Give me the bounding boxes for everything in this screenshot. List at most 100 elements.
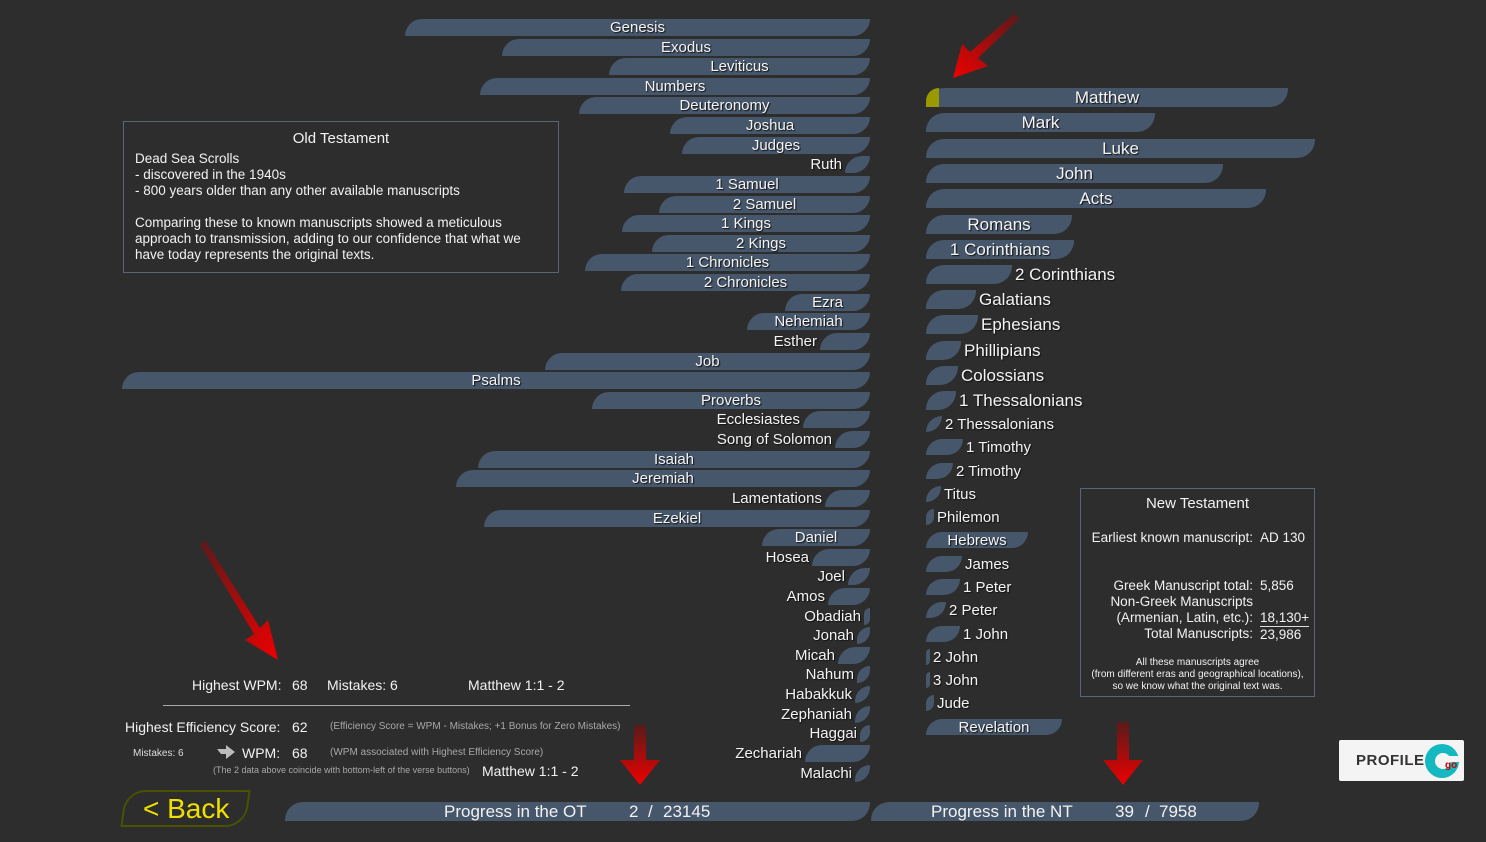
ot-book-label[interactable]: Job (695, 352, 720, 370)
profile-button[interactable]: PROFILE go (1339, 740, 1464, 781)
nt-book-button[interactable] (926, 463, 953, 479)
ot-book-button[interactable] (855, 686, 870, 704)
nt-book-label[interactable]: Phillipians (964, 341, 1041, 360)
ot-book-button[interactable] (857, 666, 870, 684)
ot-book-button[interactable] (857, 627, 870, 645)
nt-book-button[interactable] (926, 315, 978, 334)
ot-book-button[interactable] (762, 529, 870, 547)
ot-book-label[interactable]: Joel (817, 568, 845, 586)
ot-book-label[interactable]: Song of Solomon (716, 431, 832, 449)
ot-book-button[interactable] (456, 470, 870, 488)
nt-book-button[interactable] (926, 113, 1155, 132)
nt-book-button[interactable] (926, 416, 942, 432)
ot-book-label[interactable]: Numbers (644, 77, 706, 95)
ot-book-label[interactable]: Genesis (609, 19, 666, 36)
ot-book-label[interactable]: Micah (794, 646, 835, 664)
nt-book-button[interactable] (926, 391, 956, 410)
nt-book-label[interactable]: 1 John (963, 626, 1009, 643)
ot-book-button[interactable] (480, 77, 870, 95)
nt-book-label[interactable]: 1 Corinthians (949, 240, 1051, 259)
ot-book-button[interactable] (609, 58, 870, 76)
ot-book-label[interactable]: Joshua (745, 117, 795, 135)
ot-book-label[interactable]: Leviticus (710, 58, 769, 76)
ot-book-label[interactable]: Obadiah (804, 607, 861, 625)
ot-book-label[interactable]: 1 Chronicles (685, 254, 770, 272)
ot-book-label[interactable]: Jonah (813, 627, 854, 645)
ot-book-button[interactable] (592, 391, 870, 409)
ot-book-button[interactable] (621, 274, 870, 292)
nt-book-label[interactable]: 2 Peter (949, 602, 998, 619)
ot-book-button[interactable] (747, 313, 870, 331)
ot-book-label[interactable]: Psalms (471, 372, 521, 390)
ot-book-label[interactable]: 1 Samuel (715, 175, 779, 193)
nt-book-label[interactable]: Acts (1079, 189, 1113, 208)
nt-book-label[interactable]: Philemon (937, 509, 1000, 526)
nt-book-label[interactable]: Galatians (979, 290, 1051, 309)
ot-book-label[interactable]: Hosea (765, 548, 809, 566)
nt-book-button[interactable] (926, 509, 934, 525)
nt-book-button[interactable] (926, 649, 930, 665)
ot-book-button[interactable] (785, 293, 870, 311)
nt-book-button[interactable] (926, 164, 1223, 183)
nt-book-button[interactable] (926, 215, 1072, 234)
nt-book-label[interactable]: 1 Timothy (966, 439, 1032, 456)
nt-book-button[interactable] (926, 88, 1288, 107)
nt-book-label[interactable]: Hebrews (947, 532, 1007, 549)
back-button-label[interactable]: < Back (143, 793, 230, 824)
nt-book-label[interactable]: 2 John (933, 649, 979, 666)
ot-book-button[interactable] (803, 411, 870, 429)
ot-book-label[interactable]: 2 Samuel (732, 195, 797, 213)
ot-book-button[interactable] (864, 607, 870, 625)
nt-book-label[interactable]: 2 Timothy (956, 463, 1022, 480)
nt-book-label[interactable]: Ephesians (981, 315, 1061, 334)
ot-book-label[interactable]: Zechariah (735, 744, 802, 762)
nt-book-button[interactable] (926, 532, 1028, 548)
nt-book-label[interactable]: 1 Thessalonians (959, 391, 1083, 410)
ot-book-label[interactable]: Proverbs (700, 391, 762, 409)
ot-book-label[interactable]: 2 Chronicles (703, 274, 788, 292)
ot-book-label[interactable]: Haggai (809, 725, 857, 743)
nt-book-label[interactable]: Colossians (961, 366, 1045, 385)
nt-book-button[interactable] (926, 265, 1012, 284)
nt-book-label[interactable]: Luke (1102, 139, 1139, 158)
nt-book-label[interactable]: 3 John (933, 672, 979, 689)
ot-book-label[interactable]: Isaiah (653, 450, 695, 468)
nt-book-button[interactable] (926, 290, 976, 309)
ot-book-button[interactable] (585, 254, 870, 272)
nt-book-label[interactable]: 2 Thessalonians (945, 416, 1054, 433)
ot-book-button[interactable] (855, 764, 870, 782)
nt-book-button[interactable] (926, 626, 960, 642)
ot-book-label[interactable]: Daniel (794, 529, 838, 547)
ot-book-button[interactable] (848, 568, 870, 586)
ot-book-button[interactable] (825, 489, 870, 507)
ot-book-button[interactable] (484, 509, 870, 527)
nt-book-button[interactable] (926, 341, 961, 360)
nt-book-button[interactable] (926, 240, 1074, 259)
nt-book-label[interactable]: Jude (937, 695, 970, 712)
nt-book-button[interactable] (926, 672, 930, 688)
ot-book-button[interactable] (835, 431, 870, 449)
nt-book-label[interactable]: Revelation (958, 719, 1030, 736)
nt-book-button[interactable] (926, 579, 960, 595)
ot-book-button[interactable] (820, 332, 870, 350)
nt-book-label[interactable]: Titus (944, 486, 976, 503)
ot-book-label[interactable]: Ezekiel (652, 509, 702, 527)
ot-book-label[interactable]: Exodus (660, 38, 712, 56)
ot-book-label[interactable]: Nehemiah (774, 313, 843, 331)
ot-book-label[interactable]: Esther (773, 332, 817, 350)
nt-book-button[interactable] (926, 139, 1315, 158)
ot-book-button[interactable] (478, 450, 870, 468)
nt-book-button[interactable] (926, 439, 963, 455)
ot-book-label[interactable]: Nahum (805, 666, 854, 684)
ot-book-button[interactable] (812, 548, 870, 566)
nt-book-label[interactable]: John (1056, 164, 1093, 183)
ot-book-button[interactable] (405, 19, 870, 36)
nt-book-label[interactable]: Mark (1021, 113, 1060, 132)
ot-book-label[interactable]: Ecclesiastes (716, 411, 800, 429)
ot-book-button[interactable] (545, 352, 870, 370)
ot-book-button[interactable] (845, 156, 870, 174)
ot-book-label[interactable]: Amos (786, 587, 825, 605)
nt-book-button[interactable] (926, 602, 946, 618)
ot-book-button[interactable] (855, 705, 870, 723)
nt-book-label[interactable]: 2 Corinthians (1015, 265, 1116, 284)
